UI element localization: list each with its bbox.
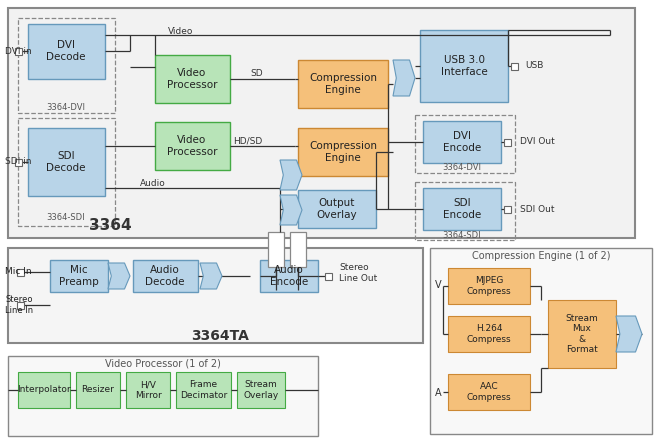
Text: Output
Overlay: Output Overlay <box>317 198 357 220</box>
Bar <box>298 190 376 228</box>
Bar <box>28 24 105 79</box>
Bar <box>126 372 170 408</box>
Text: Compression
Engine: Compression Engine <box>309 73 377 95</box>
Bar <box>15 48 22 54</box>
Text: Stream
Overlay: Stream Overlay <box>244 380 279 400</box>
Text: SDI in: SDI in <box>5 158 32 166</box>
Bar <box>325 272 331 279</box>
Bar <box>504 138 510 146</box>
Text: 3364-DVI: 3364-DVI <box>46 104 86 113</box>
Text: Stereo
Line Out: Stereo Line Out <box>339 263 378 283</box>
Bar <box>298 60 388 108</box>
Bar <box>430 248 652 434</box>
Bar <box>268 232 284 267</box>
Bar <box>18 18 115 113</box>
Text: Video Processor (1 of 2): Video Processor (1 of 2) <box>105 358 221 368</box>
Text: DVI
Encode: DVI Encode <box>443 131 481 153</box>
Polygon shape <box>616 316 642 352</box>
Polygon shape <box>280 195 302 225</box>
Text: SDI Out: SDI Out <box>520 205 554 214</box>
Bar <box>50 260 108 292</box>
Bar <box>448 374 530 410</box>
Text: Audio: Audio <box>140 179 166 189</box>
Bar <box>423 188 501 230</box>
Text: Video
Processor: Video Processor <box>167 135 217 157</box>
Text: 3364: 3364 <box>88 218 131 232</box>
Bar <box>16 302 24 308</box>
Text: HD/SD: HD/SD <box>233 137 262 146</box>
Polygon shape <box>200 263 222 289</box>
Text: Video
Processor: Video Processor <box>167 68 217 90</box>
Bar <box>448 268 530 304</box>
Bar <box>16 268 24 275</box>
Text: Resizer: Resizer <box>82 385 114 395</box>
Bar <box>176 372 231 408</box>
Text: Compression
Engine: Compression Engine <box>309 141 377 163</box>
Bar <box>415 115 515 173</box>
Text: DVI in: DVI in <box>5 46 32 56</box>
Text: USB: USB <box>525 61 543 70</box>
Bar <box>155 55 230 103</box>
Bar <box>510 62 517 69</box>
Text: V: V <box>435 280 442 290</box>
Text: Compression Engine (1 of 2): Compression Engine (1 of 2) <box>472 251 610 261</box>
Bar <box>8 8 635 238</box>
Bar <box>298 128 388 176</box>
Text: 3364TA: 3364TA <box>191 329 249 343</box>
Text: Video: Video <box>168 27 193 36</box>
Text: Stereo
Line In: Stereo Line In <box>5 295 33 315</box>
Bar <box>155 122 230 170</box>
Text: Audio
Encode: Audio Encode <box>270 265 308 287</box>
Polygon shape <box>280 160 302 190</box>
Text: H.264
Compress: H.264 Compress <box>467 324 512 344</box>
Text: 3364-DVI: 3364-DVI <box>442 163 482 173</box>
Polygon shape <box>108 263 130 289</box>
Bar <box>448 316 530 352</box>
Text: Audio
Decode: Audio Decode <box>145 265 185 287</box>
Text: USB 3.0
Interface: USB 3.0 Interface <box>441 55 487 77</box>
Bar <box>15 158 22 166</box>
Bar <box>133 260 198 292</box>
Text: Frame
Decimator: Frame Decimator <box>180 380 227 400</box>
Polygon shape <box>393 60 415 96</box>
Bar <box>8 248 423 343</box>
Text: DVI
Decode: DVI Decode <box>46 40 86 62</box>
Text: Interpolator: Interpolator <box>17 385 71 395</box>
Bar <box>548 300 616 368</box>
Bar <box>76 372 120 408</box>
Text: AAC
Compress: AAC Compress <box>467 382 512 402</box>
Text: Mic
Preamp: Mic Preamp <box>59 265 99 287</box>
Text: SDI
Decode: SDI Decode <box>46 151 86 173</box>
Bar <box>420 30 508 102</box>
Text: DVI Out: DVI Out <box>520 138 555 146</box>
Bar <box>423 121 501 163</box>
Bar <box>260 260 318 292</box>
Bar <box>28 128 105 196</box>
Text: SDI
Encode: SDI Encode <box>443 198 481 220</box>
Bar <box>504 206 510 213</box>
Text: 3364-SDI: 3364-SDI <box>443 231 481 239</box>
Text: A: A <box>435 388 442 398</box>
Bar <box>18 372 70 408</box>
Text: Stream
Mux
&
Format: Stream Mux & Format <box>566 314 599 354</box>
Bar <box>237 372 285 408</box>
Text: 3364-SDI: 3364-SDI <box>47 214 85 222</box>
Bar <box>8 356 318 436</box>
Text: H/V
Mirror: H/V Mirror <box>135 380 162 400</box>
Text: Mic In: Mic In <box>5 267 32 276</box>
Bar <box>415 182 515 240</box>
Bar <box>290 232 306 267</box>
Text: MJPEG
Compress: MJPEG Compress <box>467 276 512 295</box>
Text: SD: SD <box>250 69 263 78</box>
Bar <box>18 118 115 226</box>
